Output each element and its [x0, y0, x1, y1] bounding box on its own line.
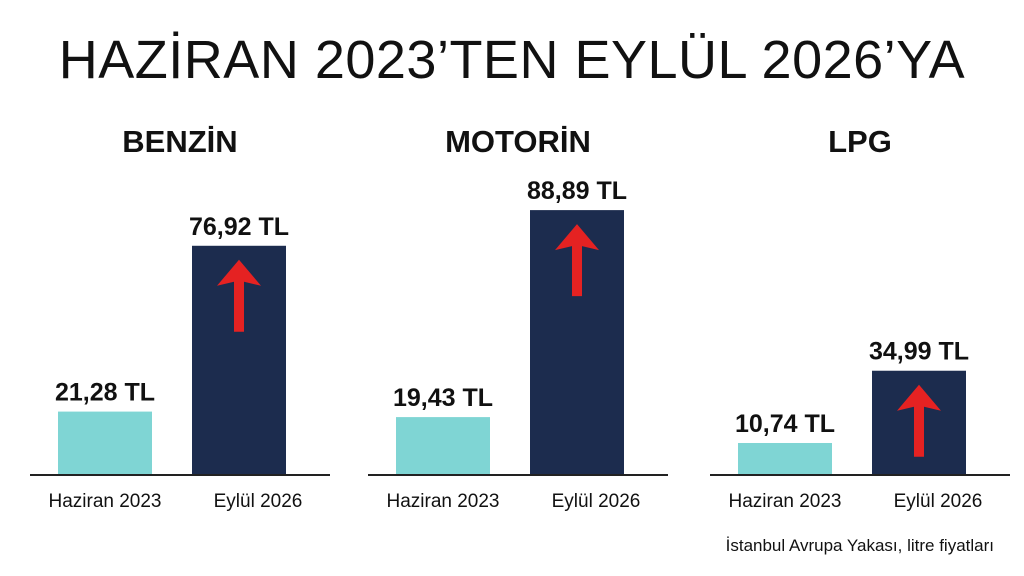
bar-plot: 19,43 TL Haziran 2023 88,89 TL Eylül 2026: [368, 177, 668, 512]
bar-plot: 10,74 TL Haziran 2023 34,99 TL Eylül 2026: [710, 338, 1010, 512]
chart-benzin: BENZİN 21,28 TL Haziran 2023 76,92 TL Eylül…: [30, 120, 330, 520]
bar-value-label: 34,99 TL: [869, 338, 969, 366]
bar-value-label: 88,89 TL: [527, 177, 627, 205]
page-title: HAZİRAN 2023’TEN EYLÜL 2026’YA: [58, 30, 966, 90]
bar-value-label: 21,28 TL: [55, 379, 155, 407]
bar: [738, 442, 832, 475]
bar: [58, 411, 152, 475]
chart-title: BENZİN: [122, 124, 238, 159]
tick-label: Eylül 2026: [894, 491, 983, 512]
tick-label: Eylül 2026: [214, 491, 303, 512]
up-arrow-icon: [217, 259, 261, 332]
up-arrow-icon: [555, 224, 599, 297]
tick-label: Eylül 2026: [552, 491, 641, 512]
chart-title: LPG: [828, 124, 892, 159]
bar-value-label: 76,92 TL: [189, 213, 289, 241]
up-arrow-icon: [897, 384, 941, 457]
chart-motorin: MOTORİN 19,43 TL Haziran 2023 88,89 TL Eylü…: [368, 120, 668, 520]
tick-label: Haziran 2023: [48, 491, 161, 512]
bar-value-label: 10,74 TL: [735, 410, 835, 438]
chart-lpg: LPG 10,74 TL Haziran 2023 34,99 TL Eylül 20…: [710, 120, 1010, 520]
bar-value-label: 19,43 TL: [393, 384, 493, 412]
chart-title: MOTORİN: [445, 124, 591, 159]
tick-label: Haziran 2023: [386, 491, 499, 512]
source-note: İstanbul Avrupa Yakası, litre fiyatları: [725, 536, 994, 555]
tick-label: Haziran 2023: [728, 491, 841, 512]
bar: [396, 417, 490, 475]
bar-plot: 21,28 TL Haziran 2023 76,92 TL Eylül 2026: [30, 213, 330, 512]
